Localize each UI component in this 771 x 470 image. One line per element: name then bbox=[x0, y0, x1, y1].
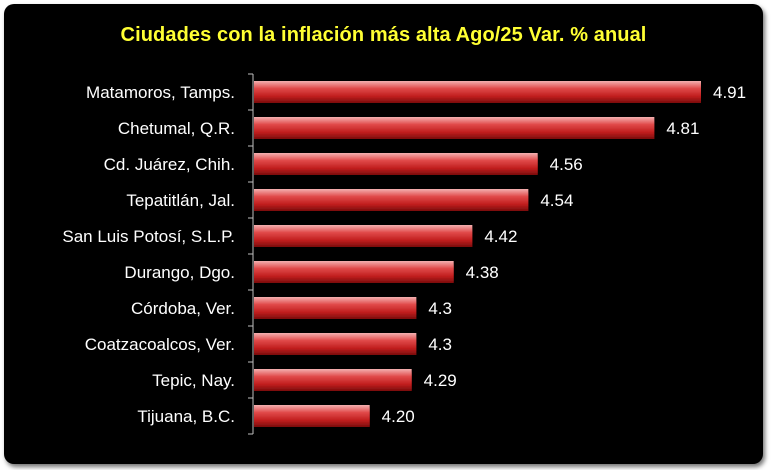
bar bbox=[254, 189, 529, 211]
category-label: Tijuana, B.C. bbox=[137, 407, 235, 426]
category-label: Tepatitlán, Jal. bbox=[126, 191, 235, 210]
bar bbox=[254, 81, 701, 103]
data-label: 4.20 bbox=[382, 407, 415, 426]
bar bbox=[254, 369, 412, 391]
data-label: 4.3 bbox=[428, 335, 452, 354]
category-label: Córdoba, Ver. bbox=[131, 299, 235, 318]
bar bbox=[254, 261, 454, 283]
data-label: 4.91 bbox=[713, 83, 746, 102]
category-label: Tepic, Nay. bbox=[152, 371, 235, 390]
bar bbox=[254, 153, 538, 175]
data-label: 4.56 bbox=[550, 155, 583, 174]
data-label: 4.81 bbox=[666, 119, 699, 138]
data-label: 4.42 bbox=[484, 227, 517, 246]
chart-title: Ciudades con la inflación más alta Ago/2… bbox=[120, 24, 647, 46]
category-label: Coatzacoalcos, Ver. bbox=[85, 335, 235, 354]
data-label: 4.54 bbox=[540, 191, 573, 210]
bar-chart: Matamoros, Tamps. 4.91 Chetumal, Q.R. 4.81 C… bbox=[62, 73, 746, 435]
bar bbox=[254, 225, 473, 247]
category-label: Cd. Juárez, Chih. bbox=[104, 155, 235, 174]
data-label: 4.29 bbox=[424, 371, 457, 390]
category-label: San Luis Potosí, S.L.P. bbox=[62, 227, 235, 246]
bar bbox=[254, 333, 417, 355]
bar bbox=[254, 117, 655, 139]
data-label: 4.3 bbox=[428, 299, 452, 318]
category-label: Chetumal, Q.R. bbox=[118, 119, 235, 138]
bar bbox=[254, 297, 417, 319]
category-label: Matamoros, Tamps. bbox=[86, 83, 235, 102]
bar bbox=[254, 405, 370, 427]
chart-frame: Ciudades con la inflación más alta Ago/2… bbox=[4, 4, 763, 464]
data-label: 4.38 bbox=[466, 263, 499, 282]
category-label: Durango, Dgo. bbox=[124, 263, 235, 282]
